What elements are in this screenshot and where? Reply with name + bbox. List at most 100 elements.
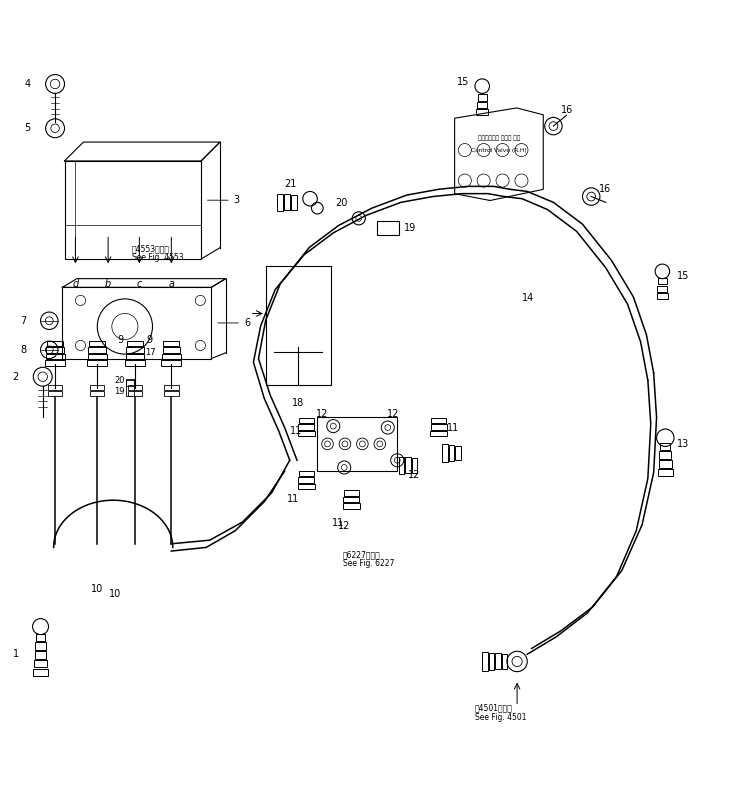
Bar	[482, 652, 488, 671]
Bar	[406, 457, 411, 473]
Bar	[659, 460, 672, 468]
Bar	[658, 469, 673, 477]
Bar	[277, 194, 283, 211]
Text: 11: 11	[287, 494, 299, 504]
Bar	[127, 340, 143, 346]
Text: 20: 20	[114, 376, 125, 385]
Text: 11: 11	[447, 422, 460, 433]
Bar	[658, 278, 667, 285]
Bar	[162, 354, 181, 359]
Bar	[299, 424, 315, 430]
Bar	[87, 360, 108, 366]
Bar	[33, 669, 48, 676]
Text: 16: 16	[599, 183, 610, 194]
Bar	[34, 660, 47, 667]
Bar	[442, 444, 448, 461]
Text: 8: 8	[20, 345, 26, 355]
Bar	[477, 102, 488, 108]
Bar	[449, 445, 455, 461]
Bar	[90, 385, 105, 390]
Bar	[477, 109, 488, 116]
Text: 第4553図参照: 第4553図参照	[132, 244, 170, 253]
Bar	[412, 458, 417, 473]
Bar	[163, 347, 180, 353]
Text: a: a	[168, 280, 174, 289]
Bar	[163, 340, 179, 346]
Text: 17: 17	[145, 348, 156, 357]
Bar	[431, 418, 446, 423]
Bar	[299, 418, 314, 423]
Text: 9: 9	[146, 336, 153, 345]
Text: 16: 16	[561, 105, 573, 116]
Bar	[46, 347, 64, 353]
Bar	[45, 360, 65, 366]
Bar	[657, 292, 668, 299]
Text: 第6227図参照: 第6227図参照	[343, 551, 381, 559]
Text: 12: 12	[316, 409, 329, 419]
Bar	[489, 653, 494, 670]
Bar	[298, 430, 315, 436]
Text: 3: 3	[207, 195, 240, 205]
Bar	[89, 347, 106, 353]
Bar	[164, 391, 179, 396]
Text: 12: 12	[387, 409, 400, 419]
Text: 15: 15	[457, 77, 469, 88]
Text: 5: 5	[24, 124, 31, 133]
Text: 14: 14	[522, 293, 534, 303]
Bar	[127, 380, 133, 396]
Text: 9: 9	[118, 336, 124, 345]
Text: 7: 7	[20, 316, 26, 326]
Text: 第4501図参照: 第4501図参照	[475, 703, 513, 713]
Bar	[266, 265, 331, 386]
Bar	[660, 442, 671, 450]
Text: 12: 12	[338, 520, 351, 531]
Text: 10: 10	[109, 589, 122, 599]
Text: Control Valve (R.H): Control Valve (R.H)	[471, 148, 527, 153]
Bar	[455, 446, 461, 460]
Bar	[89, 340, 105, 346]
Bar	[343, 497, 359, 502]
Bar	[660, 451, 671, 459]
Text: c: c	[137, 280, 142, 289]
Text: 10: 10	[91, 583, 103, 594]
Bar	[298, 484, 315, 489]
Bar	[478, 95, 487, 100]
Bar	[343, 504, 360, 509]
Text: 6: 6	[217, 318, 250, 328]
Bar	[64, 161, 201, 259]
Bar	[299, 471, 314, 477]
Bar	[291, 195, 297, 210]
Text: See Fig. 4553: See Fig. 4553	[132, 253, 184, 262]
Text: 19: 19	[114, 387, 125, 396]
Bar	[164, 385, 179, 390]
Text: 11: 11	[290, 426, 302, 436]
Bar	[317, 417, 397, 471]
Bar	[36, 634, 45, 641]
Bar	[299, 477, 315, 483]
Bar	[496, 654, 501, 669]
Bar	[377, 221, 399, 235]
Text: 1: 1	[12, 650, 19, 659]
Text: See Fig. 4501: See Fig. 4501	[475, 713, 526, 722]
Bar	[48, 385, 62, 390]
Bar	[657, 285, 668, 292]
Text: 20: 20	[335, 198, 348, 208]
Bar	[34, 651, 46, 658]
Text: 2: 2	[12, 371, 19, 382]
Text: 12: 12	[408, 469, 420, 480]
Text: b: b	[105, 280, 111, 289]
Bar	[48, 391, 62, 396]
Text: 18: 18	[292, 398, 305, 409]
Text: 13: 13	[677, 438, 689, 449]
Bar	[127, 347, 143, 353]
Bar	[127, 379, 134, 387]
Bar	[502, 654, 507, 669]
Bar	[45, 354, 64, 359]
Text: 19: 19	[404, 223, 416, 233]
Bar	[430, 430, 447, 436]
Bar	[344, 490, 359, 496]
Bar	[161, 360, 182, 366]
Bar	[127, 385, 142, 390]
Text: 4: 4	[24, 79, 31, 89]
Text: See Fig. 6227: See Fig. 6227	[343, 559, 394, 568]
